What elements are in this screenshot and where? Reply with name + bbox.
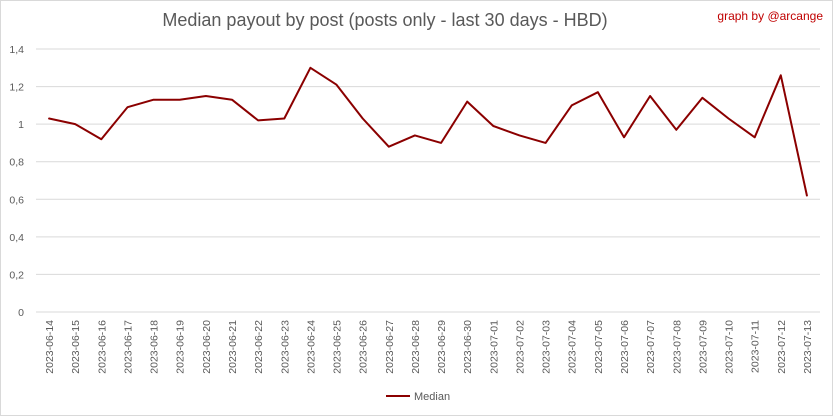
y-tick-label: 0 (18, 307, 24, 319)
series-line-median (48, 66, 808, 197)
x-tick-label: 2023-07-07 (645, 320, 657, 374)
series-layer (48, 66, 808, 197)
x-tick-label: 2023-06-20 (201, 320, 213, 374)
chart-title: Median payout by post (posts only - last… (162, 10, 608, 30)
x-tick-label: 2023-07-01 (488, 320, 500, 374)
x-tick-label: 2023-06-25 (332, 320, 344, 374)
legend-label: Median (414, 391, 450, 403)
x-tick-label: 2023-07-11 (750, 320, 762, 373)
x-tick-label: 2023-06-28 (410, 320, 422, 374)
x-tick-label: 2023-06-23 (279, 320, 291, 374)
x-tick-label: 2023-06-21 (227, 320, 239, 374)
y-tick-label: 1,2 (9, 82, 24, 94)
x-tick-label: 2023-07-03 (541, 320, 553, 374)
x-axis-ticks: 2023-06-14 2023-06-15 2023-06-16 2023-06-17… (44, 320, 814, 374)
x-tick-label: 2023-07-10 (724, 320, 736, 374)
x-tick-label: 2023-06-17 (122, 320, 134, 374)
y-tick-label: 1,4 (9, 44, 24, 56)
x-tick-label: 2023-07-02 (514, 320, 526, 374)
x-tick-label: 2023-07-12 (776, 320, 788, 374)
x-tick-label: 2023-06-26 (358, 320, 370, 374)
y-tick-label: 0,2 (9, 269, 24, 281)
y-tick-label: 1 (18, 119, 24, 131)
y-axis-ticks: 0 0,2 0,4 0,6 0,8 1 1,2 1,4 (9, 44, 24, 319)
x-tick-label: 2023-07-04 (567, 320, 579, 374)
legend: Median (386, 391, 450, 403)
y-tick-label: 0,6 (9, 194, 24, 206)
x-tick-label: 2023-06-30 (462, 320, 474, 374)
x-tick-label: 2023-07-08 (671, 320, 683, 374)
gridlines (36, 48, 820, 313)
y-tick-label: 0,8 (9, 157, 24, 169)
x-tick-label: 2023-07-06 (619, 320, 631, 374)
x-tick-label: 2023-06-22 (253, 320, 265, 374)
x-tick-label: 2023-06-24 (305, 320, 317, 374)
x-tick-label: 2023-06-19 (175, 320, 187, 374)
x-tick-label: 2023-06-29 (436, 320, 448, 374)
credit-label: graph by @arcange (717, 9, 823, 23)
x-tick-label: 2023-06-18 (149, 320, 161, 374)
x-tick-label: 2023-07-13 (802, 320, 814, 374)
x-tick-label: 2023-06-14 (44, 320, 56, 374)
x-tick-label: 2023-06-16 (96, 320, 108, 374)
x-tick-label: 2023-07-09 (697, 320, 709, 374)
x-tick-label: 2023-06-15 (70, 320, 82, 374)
y-tick-label: 0,4 (9, 232, 24, 244)
x-tick-label: 2023-07-05 (593, 320, 605, 374)
x-tick-label: 2023-06-27 (384, 320, 396, 374)
